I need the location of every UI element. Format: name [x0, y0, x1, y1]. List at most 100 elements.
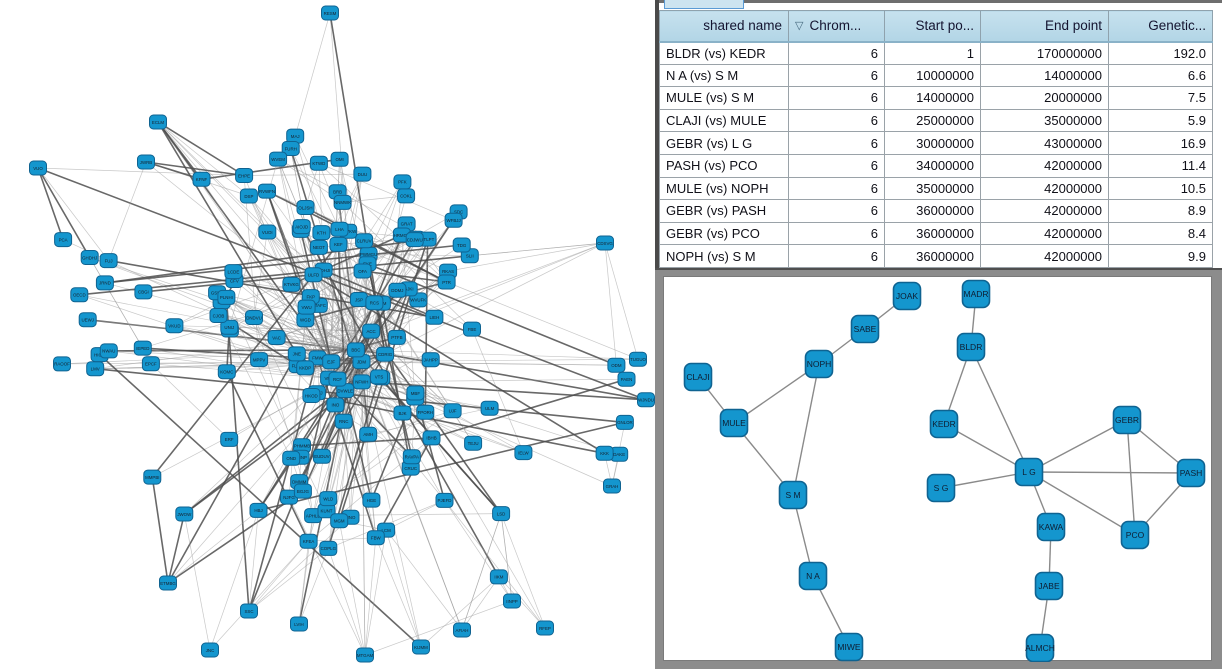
overview-node[interactable]: FMW — [308, 350, 327, 366]
overview-node[interactable]: VAC — [267, 330, 286, 345]
overview-node[interactable]: DNDVU — [245, 310, 263, 325]
overview-node[interactable]: NWAU — [99, 343, 118, 359]
overview-node[interactable]: CDRIG — [376, 346, 395, 362]
node-claji[interactable]: CLAJI — [683, 362, 713, 392]
overview-node[interactable]: AMH — [359, 426, 378, 442]
overview-node[interactable]: KIJMM — [412, 639, 430, 655]
overview-node[interactable]: SSC — [240, 603, 258, 619]
overview-node[interactable]: NFWH — [352, 374, 371, 390]
overview-node[interactable]: GHDHJ — [80, 250, 99, 265]
overview-node[interactable]: JWRB — [137, 154, 155, 170]
overview-node[interactable]: PHMMB — [293, 438, 311, 454]
overview-node[interactable]: EPCF — [141, 356, 160, 372]
overview-node[interactable]: ULM — [480, 400, 499, 416]
column-header-0[interactable]: shared name — [659, 10, 789, 43]
overview-node[interactable]: OMI — [330, 151, 349, 167]
overview-node[interactable]: JSP — [350, 292, 368, 307]
table-row[interactable]: NOPH (vs) S M 6 36000000 42000000 9.9 — [659, 244, 1213, 268]
overview-node[interactable]: ERF — [220, 431, 239, 447]
overview-node[interactable]: KOMC — [217, 364, 236, 380]
overview-node[interactable]: PTFB — [387, 329, 406, 345]
overview-node[interactable]: KFNF — [192, 171, 211, 187]
overview-node[interactable]: VUO — [29, 160, 47, 176]
overview-node[interactable]: LCDE — [224, 264, 243, 280]
overview-node[interactable]: WFBJJ — [444, 212, 463, 228]
overview-node[interactable]: KFEA — [299, 533, 318, 549]
subnetwork-edge[interactable] — [970, 346, 1030, 473]
overview-node[interactable]: BBC — [346, 342, 365, 358]
overview-node[interactable]: VUOI — [258, 224, 277, 240]
overview-node[interactable]: IEPED — [133, 340, 152, 356]
overview-node[interactable]: ECLM — [149, 114, 167, 130]
overview-node[interactable]: KKDP — [296, 360, 315, 376]
node-mule[interactable]: MULE — [719, 408, 749, 438]
subnetwork-edge[interactable] — [1028, 471, 1192, 474]
overview-node[interactable]: FPORH — [416, 404, 435, 420]
overview-node[interactable]: ETMBG — [159, 575, 177, 591]
overview-node[interactable]: KTH — [312, 225, 331, 241]
node-gebr[interactable]: GEBR — [1112, 405, 1142, 435]
column-header-2[interactable]: Start po... — [884, 10, 981, 43]
overview-node[interactable]: UEWJ — [78, 312, 97, 328]
overview-node[interactable]: PCA — [54, 232, 73, 248]
column-header-1[interactable]: ▽ Chrom... — [788, 10, 885, 43]
overview-node[interactable]: CDSVG — [596, 235, 614, 251]
overview-node[interactable]: MMPBI — [143, 469, 162, 485]
overview-node[interactable]: AIOJD — [292, 219, 311, 235]
table-row[interactable]: MULE (vs) NOPH 6 35000000 42000000 10.5 — [659, 176, 1213, 201]
overview-node[interactable]: MBF — [406, 385, 425, 401]
overview-node[interactable]: BGJG — [293, 483, 312, 499]
overview-node[interactable]: UJF — [443, 403, 462, 419]
overview-node[interactable]: RCS — [365, 295, 384, 311]
overview-node[interactable]: TUGUO — [629, 351, 647, 367]
overview-node[interactable]: TDG — [452, 237, 471, 253]
overview-node[interactable]: OLJSH — [296, 200, 315, 215]
node-jabe[interactable]: JABE — [1034, 571, 1064, 601]
overview-node[interactable]: MPPV — [250, 352, 269, 368]
overview-node[interactable]: EHPE — [235, 168, 254, 183]
overview-node[interactable]: LHA — [330, 221, 349, 237]
overview-node[interactable]: AFIAH — [453, 622, 471, 638]
overview-node[interactable]: WVUFK — [409, 292, 428, 308]
overview-node[interactable]: UNIJ — [220, 319, 239, 335]
node-bldr[interactable]: BLDR — [956, 332, 986, 362]
overview-node[interactable]: FBW — [366, 530, 385, 546]
overview-node[interactable]: LIEH — [425, 309, 444, 325]
overview-node[interactable]: RNC — [334, 413, 353, 429]
overview-node[interactable]: KEF — [329, 236, 348, 252]
table-row[interactable]: MULE (vs) S M 6 14000000 20000000 7.5 — [659, 86, 1213, 110]
overview-node[interactable]: WJNDU — [637, 392, 655, 408]
overview-node[interactable]: OFA — [353, 263, 372, 279]
overview-node[interactable]: NNMWK — [333, 194, 352, 210]
overview-node[interactable]: RFEP — [536, 620, 554, 636]
overview-node[interactable]: IIKM — [489, 569, 508, 585]
node-l-g[interactable]: L G — [1014, 457, 1044, 487]
node-pash[interactable]: PASH — [1176, 458, 1206, 488]
overview-node[interactable]: VKUD — [165, 318, 184, 334]
overview-node[interactable]: ULFD — [304, 267, 323, 283]
overview-node[interactable]: COKL — [397, 188, 416, 204]
node-kawa[interactable]: KAWA — [1036, 512, 1066, 542]
overview-node[interactable]: INO — [326, 397, 345, 413]
overview-node[interactable]: LSD — [492, 506, 511, 522]
node-madr[interactable]: MADR — [961, 279, 991, 309]
overview-node[interactable]: CDJWU — [405, 232, 424, 248]
overview-node[interactable]: PTR — [437, 274, 456, 290]
overview-node[interactable]: CJOB — [209, 308, 228, 323]
overview-node[interactable]: GNLOR — [615, 414, 634, 430]
overview-node[interactable]: CLRUV — [355, 233, 374, 249]
node-noph[interactable]: NOPH — [804, 349, 834, 379]
overview-node[interactable]: VTS — [370, 369, 388, 385]
table-row[interactable]: GEBR (vs) PCO 6 36000000 42000000 8.4 — [659, 221, 1213, 246]
overview-node[interactable]: HGE — [362, 492, 381, 508]
table-row[interactable]: BLDR (vs) KEDR 6 1 170000000 192.0 — [659, 41, 1213, 65]
node-s-g[interactable]: S G — [926, 473, 956, 503]
table-tab-stub[interactable] — [664, 0, 744, 9]
overview-node[interactable]: FURH — [281, 141, 300, 156]
table-row[interactable]: GEBR (vs) L G 6 30000000 43000000 16.9 — [659, 131, 1213, 155]
overview-node[interactable]: MTGAM — [356, 647, 374, 663]
overview-node[interactable]: JWOW — [175, 506, 194, 522]
column-header-3[interactable]: End point — [980, 10, 1109, 43]
overview-node[interactable]: ACC — [362, 323, 381, 339]
subnetwork-edge[interactable] — [940, 471, 1030, 489]
